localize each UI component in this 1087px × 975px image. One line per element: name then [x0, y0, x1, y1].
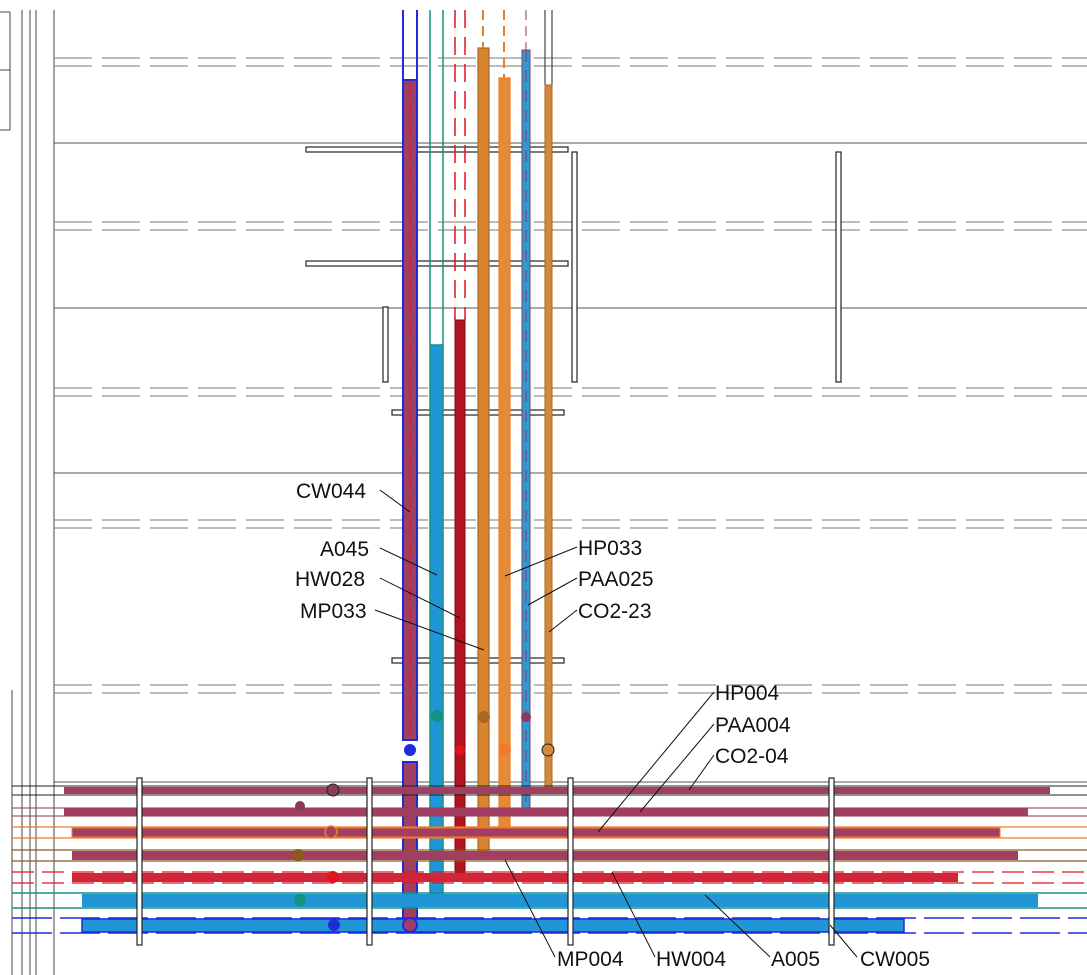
- structural-frame: [0, 10, 55, 975]
- label-paa025: PAA025: [578, 568, 654, 591]
- label-cw005: CW005: [860, 948, 930, 971]
- hidden-lines: [54, 57, 1087, 694]
- label-hp033: HP033: [578, 537, 642, 560]
- pipe-hp004: [12, 825, 1087, 839]
- label-hw028: HW028: [295, 568, 365, 591]
- pipe-co2-04: [12, 783, 1087, 797]
- pipe-mp004: [12, 849, 1087, 862]
- pipe-co2-23: [541, 10, 555, 791]
- pipe-cw005: [12, 917, 1087, 934]
- hanger-rods: [136, 777, 835, 946]
- label-co2-04: CO2-04: [715, 745, 789, 768]
- label-a005: A005: [771, 948, 820, 971]
- pipe-supports: [305, 146, 842, 664]
- label-hp004: HP004: [715, 682, 780, 705]
- horizontal-pipes: [12, 783, 1087, 934]
- pipe-a045: [429, 10, 444, 901]
- pipe-a005: [12, 892, 1087, 909]
- pipe-paa025: [521, 10, 531, 811]
- label-mp033: MP033: [300, 600, 367, 623]
- label-cw044: CW044: [296, 480, 366, 503]
- vertical-pipes: [402, 10, 555, 931]
- pipe-hp033: [498, 10, 511, 834]
- slab-lines: [54, 142, 1087, 783]
- pipe-labels: CW044 A045 HW028 MP033 HP033 PAA025 CO2-…: [295, 480, 930, 971]
- label-a045: A045: [320, 538, 369, 561]
- label-co2-23: CO2-23: [578, 600, 652, 623]
- pipe-mp033: [477, 10, 490, 857]
- pipe-hw004: [12, 871, 1087, 884]
- pipe-hw028: [454, 10, 466, 881]
- label-mp004: MP004: [557, 948, 624, 971]
- label-paa004: PAA004: [715, 714, 791, 737]
- pipe-cw044: [402, 10, 418, 931]
- pipe-paa004: [12, 801, 1087, 817]
- label-hw004: HW004: [656, 948, 726, 971]
- leader-lines: [374, 489, 858, 958]
